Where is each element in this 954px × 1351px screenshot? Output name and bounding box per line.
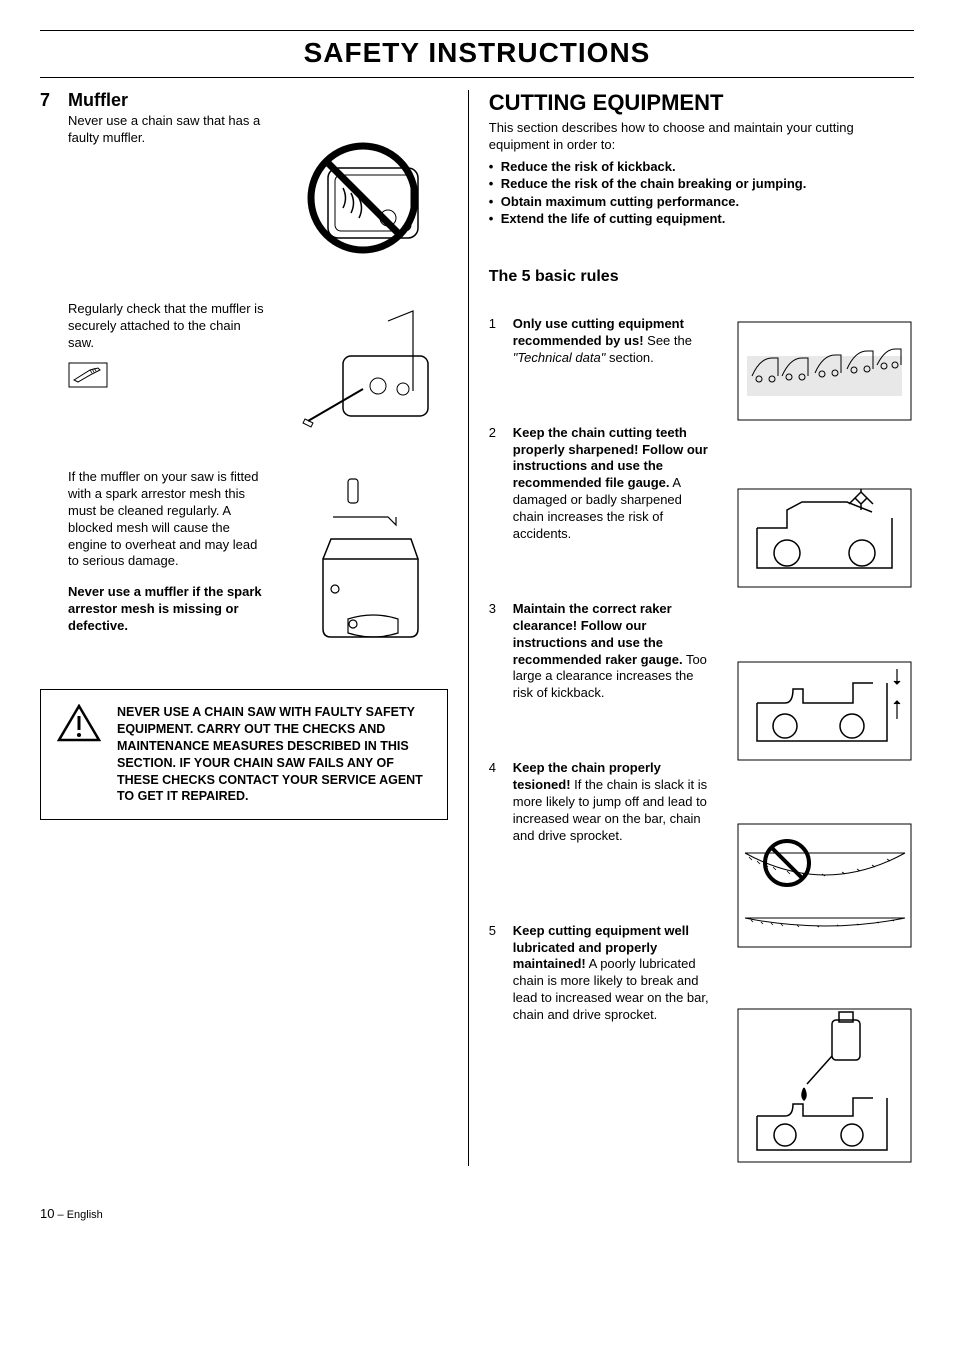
muffler-p4: Never use a muffler if the spark arresto… [68,584,268,635]
rule-item: 1 Only use cutting equipment recommended… [489,316,716,367]
rule-text: See the [644,333,692,348]
warning-icon [57,704,101,749]
cutting-intro: This section describes how to choose and… [489,120,914,154]
rule-number: 1 [489,316,499,367]
warning-box: NEVER USE A CHAIN SAW WITH FAULTY SAFETY… [40,689,448,820]
section-number: 7 [40,90,56,111]
rule-italic: "Technical data" [513,350,606,365]
bullet-item: Reduce the risk of the chain breaking or… [489,175,914,193]
muffler-p3: If the muffler on your saw is fitted wit… [68,469,268,570]
figure-sharpen [734,486,914,591]
two-column-layout: 7 Muffler Never use a chain saw that has… [40,90,914,1166]
rule-number: 2 [489,425,499,543]
page-title: SAFETY INSTRUCTIONS [40,37,914,69]
rule-bold: Maintain the correct raker clearance! Fo… [513,601,683,667]
bullet-item: Extend the life of cutting equipment. [489,210,914,228]
cutting-equipment-title: CUTTING EQUIPMENT [489,90,914,116]
muffler-p1: Never use a chain saw that has a faulty … [68,113,268,147]
warning-text: NEVER USE A CHAIN SAW WITH FAULTY SAFETY… [117,704,431,805]
rule-number: 4 [489,760,499,844]
right-column: CUTTING EQUIPMENT This section describes… [469,90,914,1166]
figure-muffler-mesh [288,469,448,659]
rules-list: 1 Only use cutting equipment recommended… [489,316,716,1166]
figure-muffler-check [288,301,448,451]
figure-lubricate [734,1006,914,1166]
muffler-p2: Regularly check that the muffler is secu… [68,301,268,352]
rules-figures [734,316,914,1166]
page-number: 10 [40,1206,54,1221]
rule-item: 4 Keep the chain properly tesioned! If t… [489,760,716,844]
screwdriver-icon [68,362,268,393]
bullet-item: Reduce the risk of kickback. [489,158,914,176]
cutting-bullets: Reduce the risk of kickback. Reduce the … [489,158,914,228]
five-rules-heading: The 5 basic rules [489,268,914,286]
bullet-item: Obtain maximum cutting performance. [489,193,914,211]
rule-item: 2 Keep the chain cutting teeth properly … [489,425,716,543]
rule-number: 3 [489,601,499,702]
figure-tension [734,821,914,951]
section-heading-muffler: Muffler [68,90,128,111]
figure-raker [734,661,914,761]
rule-item: 3 Maintain the correct raker clearance! … [489,601,716,702]
rule-item: 5 Keep cutting equipment well lubricated… [489,923,716,1024]
figure-muffler-prohibited [288,113,448,283]
page-footer: 10 – English [40,1206,914,1221]
rule-text: section. [605,350,653,365]
rule-number: 5 [489,923,499,1024]
figure-chain [734,316,914,426]
left-column: 7 Muffler Never use a chain saw that has… [40,90,468,1166]
footer-language: – English [54,1209,102,1221]
